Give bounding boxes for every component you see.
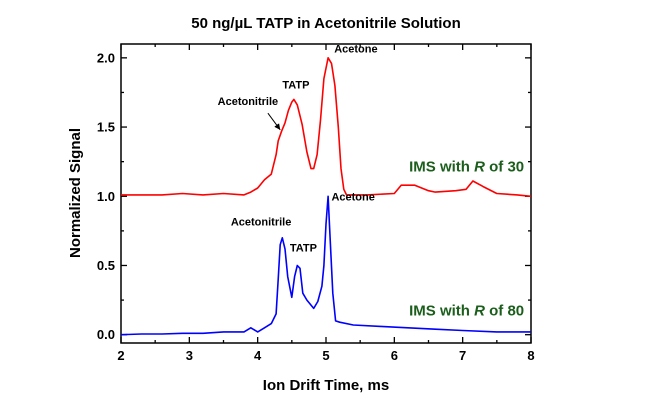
series-label: IMS with R of 30 — [409, 158, 524, 175]
x-tick-label: 8 — [527, 348, 534, 363]
series-line-r30 — [121, 57, 532, 198]
x-axis-label: Ion Drift Time, ms — [263, 377, 389, 394]
y-tick-label: 0.5 — [97, 258, 115, 273]
x-tick-label: 5 — [322, 348, 329, 363]
x-tick-label: 7 — [459, 348, 466, 363]
series-label-r: R — [474, 158, 485, 175]
x-tick-label: 4 — [254, 348, 262, 363]
peak-label: Acetonitrile — [231, 216, 292, 228]
peak-label: Acetone — [334, 43, 377, 55]
y-tick-label: 1.5 — [97, 120, 115, 135]
series-label-prefix: IMS with — [409, 158, 474, 175]
series-label-suffix: of 80 — [485, 302, 524, 319]
peak-label: TATP — [282, 79, 309, 91]
peak-label: Acetone — [331, 191, 374, 203]
series-label-r: R — [474, 302, 485, 319]
series-label-suffix: of 30 — [485, 158, 524, 175]
acetonitrile-arrow — [267, 112, 281, 131]
y-axis-label: Normalized Signal — [67, 128, 84, 258]
peak-label: Acetonitrile — [218, 96, 279, 108]
y-tick-label: 0.0 — [97, 327, 115, 342]
x-tick-label: 3 — [186, 348, 193, 363]
y-tick-label: 1.0 — [97, 189, 115, 204]
series-label-prefix: IMS with — [409, 302, 474, 319]
series-label: IMS with R of 80 — [409, 302, 524, 319]
peak-label: TATP — [290, 243, 317, 255]
x-tick-label: 2 — [117, 348, 124, 363]
x-tick-label: 6 — [391, 348, 398, 363]
y-tick-label: 2.0 — [97, 50, 115, 65]
chart-title: 50 ng/µL TATP in Acetonitrile Solution — [191, 15, 461, 32]
series-line-r80 — [120, 195, 531, 336]
